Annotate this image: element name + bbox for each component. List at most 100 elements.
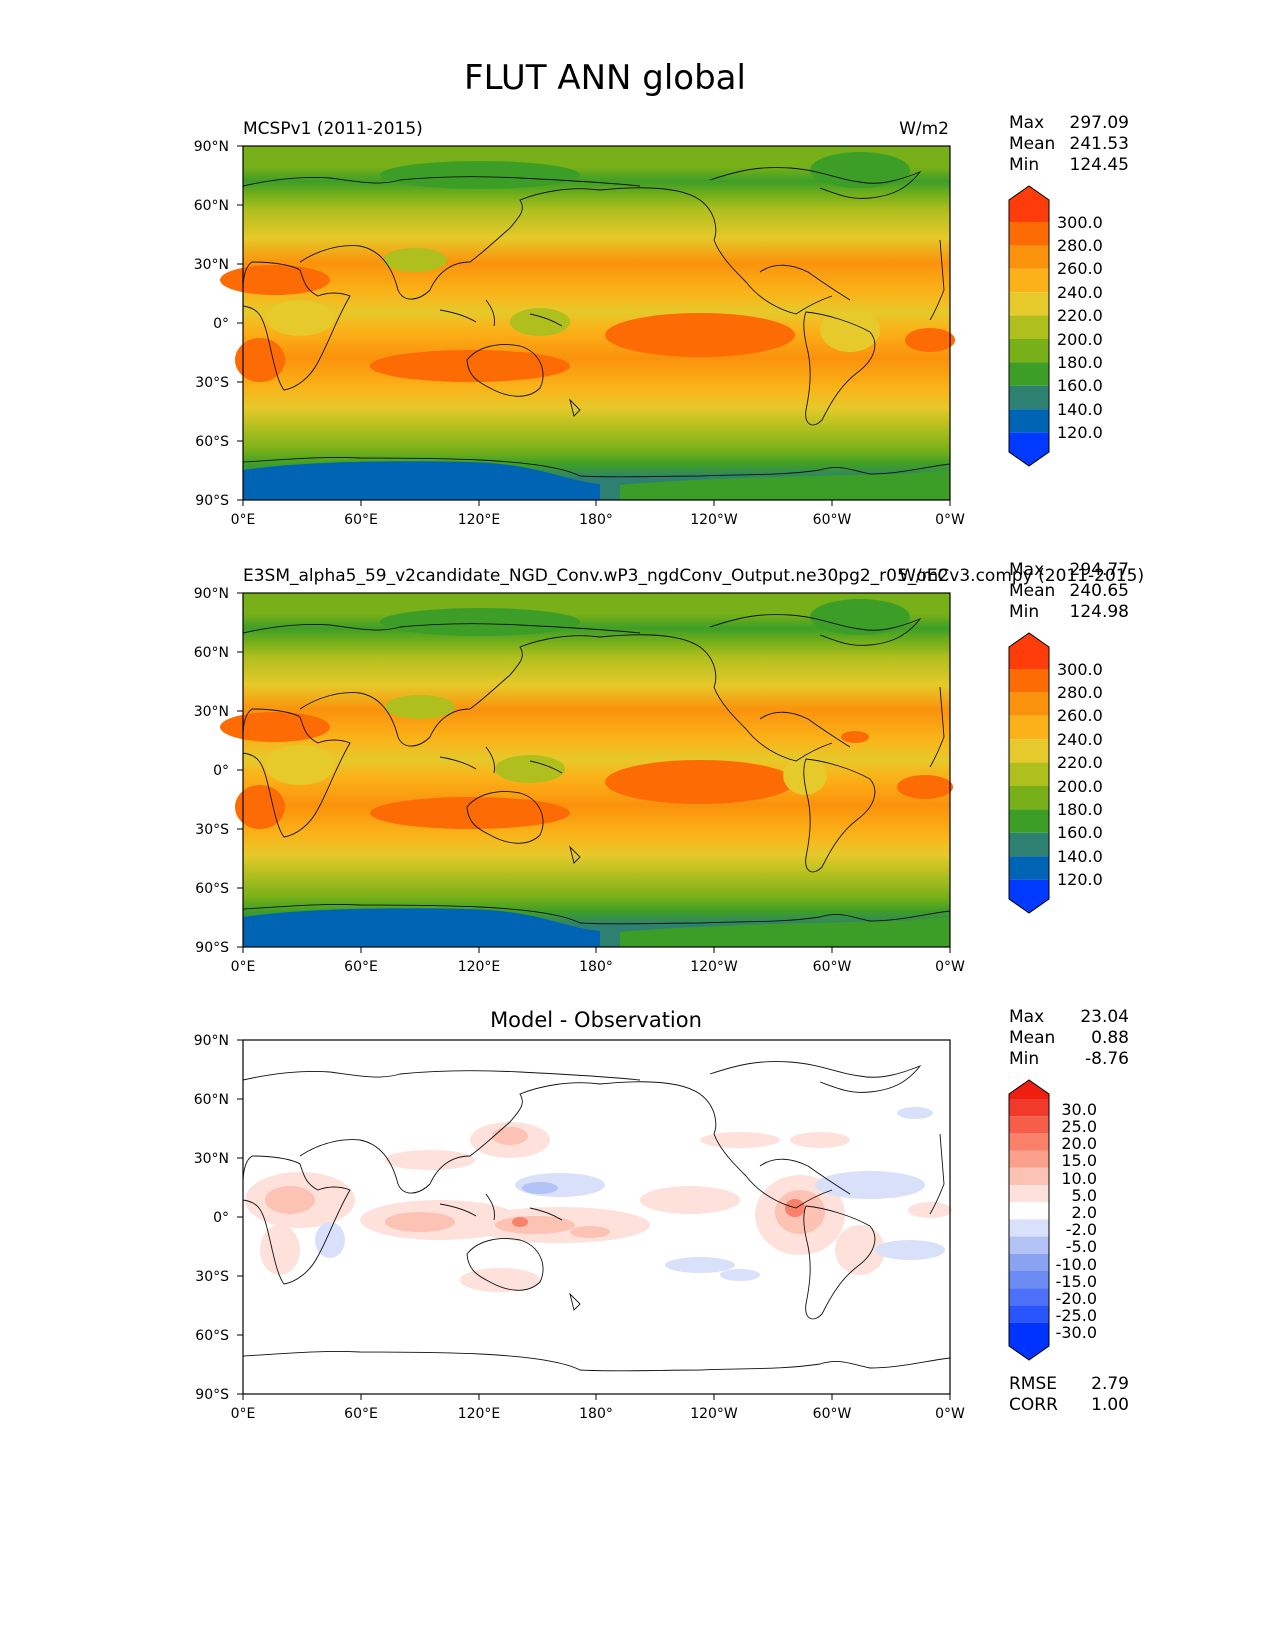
panel-1-atlantic-high	[905, 328, 955, 352]
stat-label: Min	[1009, 602, 1039, 622]
colorbar-label: 280.0	[1057, 683, 1103, 702]
colorbar-label: 140.0	[1057, 847, 1103, 866]
stat-value: 294.77	[1070, 560, 1129, 580]
lat-tick-label: 30°N	[194, 257, 229, 273]
lon-tick-label: 0°W	[935, 959, 965, 975]
lon-tick-label: 60°E	[344, 1406, 378, 1422]
colorbar-label: 260.0	[1057, 259, 1103, 278]
panel-2-south-atlantic-high	[235, 785, 285, 829]
colorbar-label: 140.0	[1057, 400, 1103, 419]
panel-3-extra-stats: RMSE 2.79 CORR 1.00	[1009, 1374, 1129, 1415]
lon-tick-label: 120°E	[458, 959, 501, 975]
panel-1-congo-convection	[265, 300, 335, 336]
colorbar-label: 160.0	[1057, 376, 1103, 395]
lon-tick-label: 120°E	[458, 1406, 501, 1422]
colorbar-label: 20.0	[1061, 1134, 1097, 1153]
panel-1-maritime-convection	[510, 308, 570, 336]
lon-tick-label: 120°W	[690, 512, 738, 528]
lat-tick-label: 90°N	[194, 139, 229, 155]
lon-tick-label: 120°E	[458, 512, 501, 528]
panel-3-title: Model - Observation	[490, 1008, 702, 1032]
panel-2-colorbar: 300.0 280.0 260.0 240.0 220.0 200.0 180.…	[1008, 632, 1103, 914]
stat-label: Mean	[1009, 1028, 1055, 1048]
colorbar-label: 300.0	[1057, 660, 1103, 679]
lat-tick-label: 0°	[213, 316, 229, 332]
colorbar-label: 300.0	[1057, 213, 1103, 232]
panel-2-ticks	[237, 592, 951, 953]
lat-tick-label: 30°N	[194, 704, 229, 720]
panel-2-map	[220, 592, 953, 948]
panel-1-colorbar: 300.0 280.0 260.0 240.0 220.0 200.0 180.…	[1008, 185, 1103, 467]
lat-tick-label: 60°S	[195, 881, 229, 897]
lat-tick-label: 0°	[213, 1210, 229, 1226]
panel-3-lat-labels: 90°N 60°N 30°N 0° 30°S 60°S 90°S	[194, 1033, 229, 1403]
corr-value: 1.00	[1091, 1395, 1129, 1415]
lat-tick-label: 30°S	[195, 822, 229, 838]
panel-2-australia-high	[490, 799, 550, 823]
panel-1-tibet-low	[383, 248, 447, 272]
panel-1-lon-labels: 0°E 60°E 120°E 180° 120°W 60°W 0°W	[231, 512, 965, 528]
lon-tick-label: 60°E	[344, 959, 378, 975]
stat-label: Mean	[1009, 134, 1055, 154]
colorbar-label: 220.0	[1057, 306, 1103, 325]
lon-tick-label: 60°W	[813, 512, 852, 528]
panel-1-units: W/m2	[899, 119, 949, 139]
colorbar-label: 25.0	[1061, 1117, 1097, 1136]
panel-1-map	[220, 145, 955, 501]
lon-tick-label: 180°	[579, 959, 613, 975]
colorbar-label: -2.0	[1066, 1220, 1097, 1239]
colorbar-label: -30.0	[1056, 1323, 1097, 1342]
stat-value: 124.45	[1070, 155, 1129, 175]
colorbar-label: -10.0	[1056, 1255, 1097, 1274]
stat-label: Min	[1009, 1049, 1039, 1069]
panel-2-maritime-convection	[495, 755, 565, 783]
lon-tick-label: 60°W	[813, 959, 852, 975]
rmse-label: RMSE	[1009, 1374, 1057, 1394]
colorbar-label: 160.0	[1057, 823, 1103, 842]
lat-tick-label: 30°S	[195, 375, 229, 391]
lat-tick-label: 60°N	[194, 198, 229, 214]
figure-title: FLUT ANN global	[464, 58, 746, 98]
panel-2-units: W/m2	[899, 566, 949, 586]
lon-tick-label: 0°E	[231, 512, 256, 528]
lat-tick-label: 60°N	[194, 1092, 229, 1108]
panel-1-greenland-low	[810, 152, 910, 188]
panel-3-stronger-negative-anomalies	[522, 1182, 558, 1194]
panel-2-congo-convection	[265, 745, 335, 785]
lon-tick-label: 120°W	[690, 1406, 738, 1422]
panel-1-antarctic-coast	[620, 470, 950, 500]
lon-tick-label: 60°W	[813, 1406, 852, 1422]
panel-2-left-title: E3SM_alpha5_59_v2candidate_NGD_Conv.wP3_…	[243, 566, 1144, 586]
panel-2-lon-labels: 0°E 60°E 120°E 180° 120°W 60°W 0°W	[231, 959, 965, 975]
colorbar-label: 240.0	[1057, 730, 1103, 749]
colorbar-label: 180.0	[1057, 353, 1103, 372]
lat-tick-label: 60°S	[195, 1328, 229, 1344]
stat-label: Mean	[1009, 581, 1055, 601]
lon-tick-label: 120°W	[690, 959, 738, 975]
panel-2-siberia-low	[380, 608, 580, 636]
panel-2-stats: Max 294.77 Mean 240.65 Min 124.98	[1009, 560, 1129, 622]
panel-2-greenland-low	[810, 599, 910, 635]
panel-1-antarctic-low	[243, 461, 600, 500]
panel-2-east-pacific-high	[605, 760, 795, 804]
panel-3: Model - Observation	[194, 1007, 1129, 1422]
colorbar-label: 240.0	[1057, 283, 1103, 302]
panel-3-stats: Max 23.04 Mean 0.88 Min -8.76	[1009, 1007, 1129, 1069]
lon-tick-label: 180°	[579, 512, 613, 528]
colorbar-label: 220.0	[1057, 753, 1103, 772]
panel-2-antarctic-coast	[620, 917, 950, 947]
stat-value: 241.53	[1070, 134, 1129, 154]
panel-2-amazon-convection	[783, 755, 827, 795]
colorbar-label: -25.0	[1056, 1306, 1097, 1325]
panel-1-east-pacific-high	[605, 313, 795, 357]
rmse-value: 2.79	[1091, 1374, 1129, 1394]
colorbar-label: 10.0	[1061, 1169, 1097, 1188]
colorbar-label: 280.0	[1057, 236, 1103, 255]
colorbar-label: 120.0	[1057, 870, 1103, 889]
lat-tick-label: 90°S	[195, 1387, 229, 1403]
panel-2: E3SM_alpha5_59_v2candidate_NGD_Conv.wP3_…	[194, 560, 1144, 975]
panel-3-coastlines	[242, 1061, 951, 1372]
stat-value: 240.65	[1070, 581, 1129, 601]
panel-1-sahara-high	[220, 265, 330, 295]
panel-3-map	[242, 1039, 952, 1395]
